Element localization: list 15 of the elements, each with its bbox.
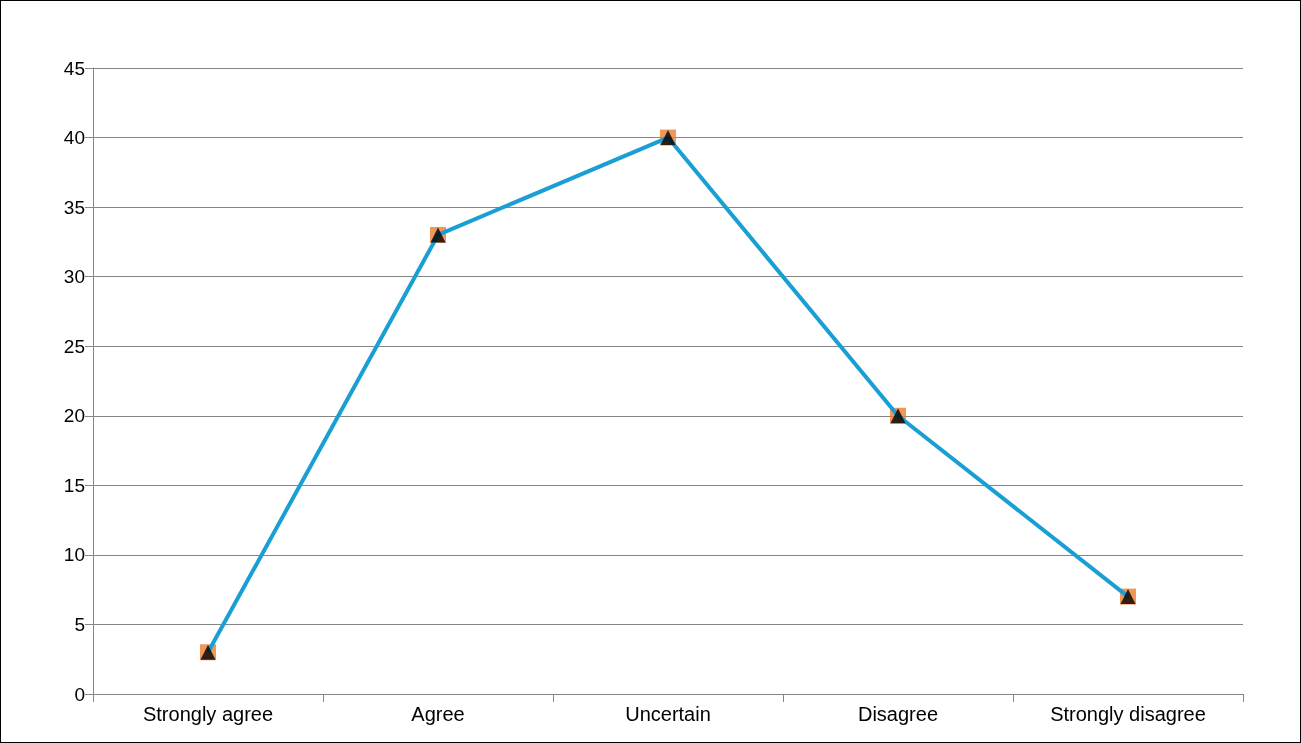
y-tick-label: 35 <box>63 196 85 218</box>
y-tick-label: 0 <box>74 683 85 705</box>
y-tick-label: 30 <box>63 266 85 288</box>
x-tick-label: Agree <box>411 703 465 725</box>
x-tick-label: Disagree <box>857 703 939 725</box>
y-tick-label: 15 <box>63 474 85 496</box>
x-tick-label: Uncertain <box>625 703 711 725</box>
y-tick-label: 5 <box>74 613 85 635</box>
x-tick-label: Strongly agree <box>142 703 274 725</box>
y-tick-label: 45 <box>63 57 85 79</box>
x-tick-label: Strongly disagree <box>1050 703 1206 725</box>
y-tick-label: 25 <box>63 335 85 357</box>
y-tick-label: 10 <box>63 544 85 566</box>
y-tick-label: 40 <box>63 127 85 149</box>
y-tick-label: 20 <box>63 405 85 427</box>
